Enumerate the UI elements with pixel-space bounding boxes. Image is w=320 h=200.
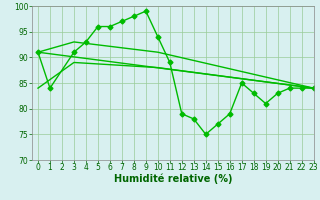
X-axis label: Humidité relative (%): Humidité relative (%) — [114, 174, 232, 184]
